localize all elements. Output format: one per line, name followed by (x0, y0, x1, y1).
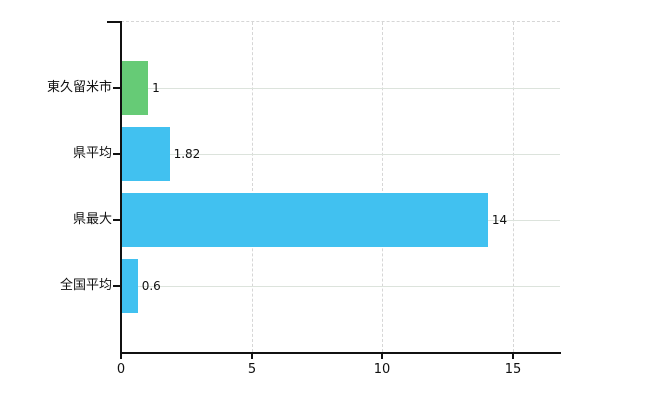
category-label-national-average: 全国平均 (59, 278, 112, 293)
value-label: 1.82 (173, 147, 201, 161)
bar-pref-average (122, 127, 170, 181)
x-axis-tick-label: 0 (116, 362, 126, 377)
x-axis-tick (512, 354, 514, 359)
plot-top-border (121, 21, 560, 22)
x-axis-tick (381, 354, 383, 359)
x-axis-tick (120, 354, 122, 359)
x-axis-tick-label: 5 (247, 362, 257, 377)
y-axis-tick (113, 153, 121, 155)
y-axis-top-tick (107, 21, 121, 23)
y-axis-tick (113, 285, 121, 287)
bar-pref-max (122, 193, 488, 247)
gridline-x15 (513, 22, 514, 352)
bar-higashikurume (122, 61, 149, 115)
row-gridline (122, 286, 560, 287)
category-label-pref-average: 県平均 (72, 146, 112, 161)
y-axis-tick (113, 87, 121, 89)
category-label-pref-max: 県最大 (72, 212, 112, 227)
x-axis-tick (251, 354, 253, 359)
value-label: 14 (491, 213, 508, 227)
y-axis-tick (113, 219, 121, 221)
gridline-x5 (252, 22, 253, 352)
x-axis-tick-label: 10 (373, 362, 391, 377)
x-axis-line (120, 352, 561, 354)
y-axis-line (120, 21, 122, 354)
gridline-x10 (382, 22, 383, 352)
bar-national-average (122, 259, 138, 313)
value-label: 1 (152, 81, 160, 95)
category-label-higashikurume: 東久留米市 (46, 80, 112, 95)
row-gridline (122, 154, 560, 155)
row-gridline (122, 88, 560, 89)
x-axis-tick-label: 15 (504, 362, 522, 377)
value-label: 0.6 (141, 279, 161, 293)
